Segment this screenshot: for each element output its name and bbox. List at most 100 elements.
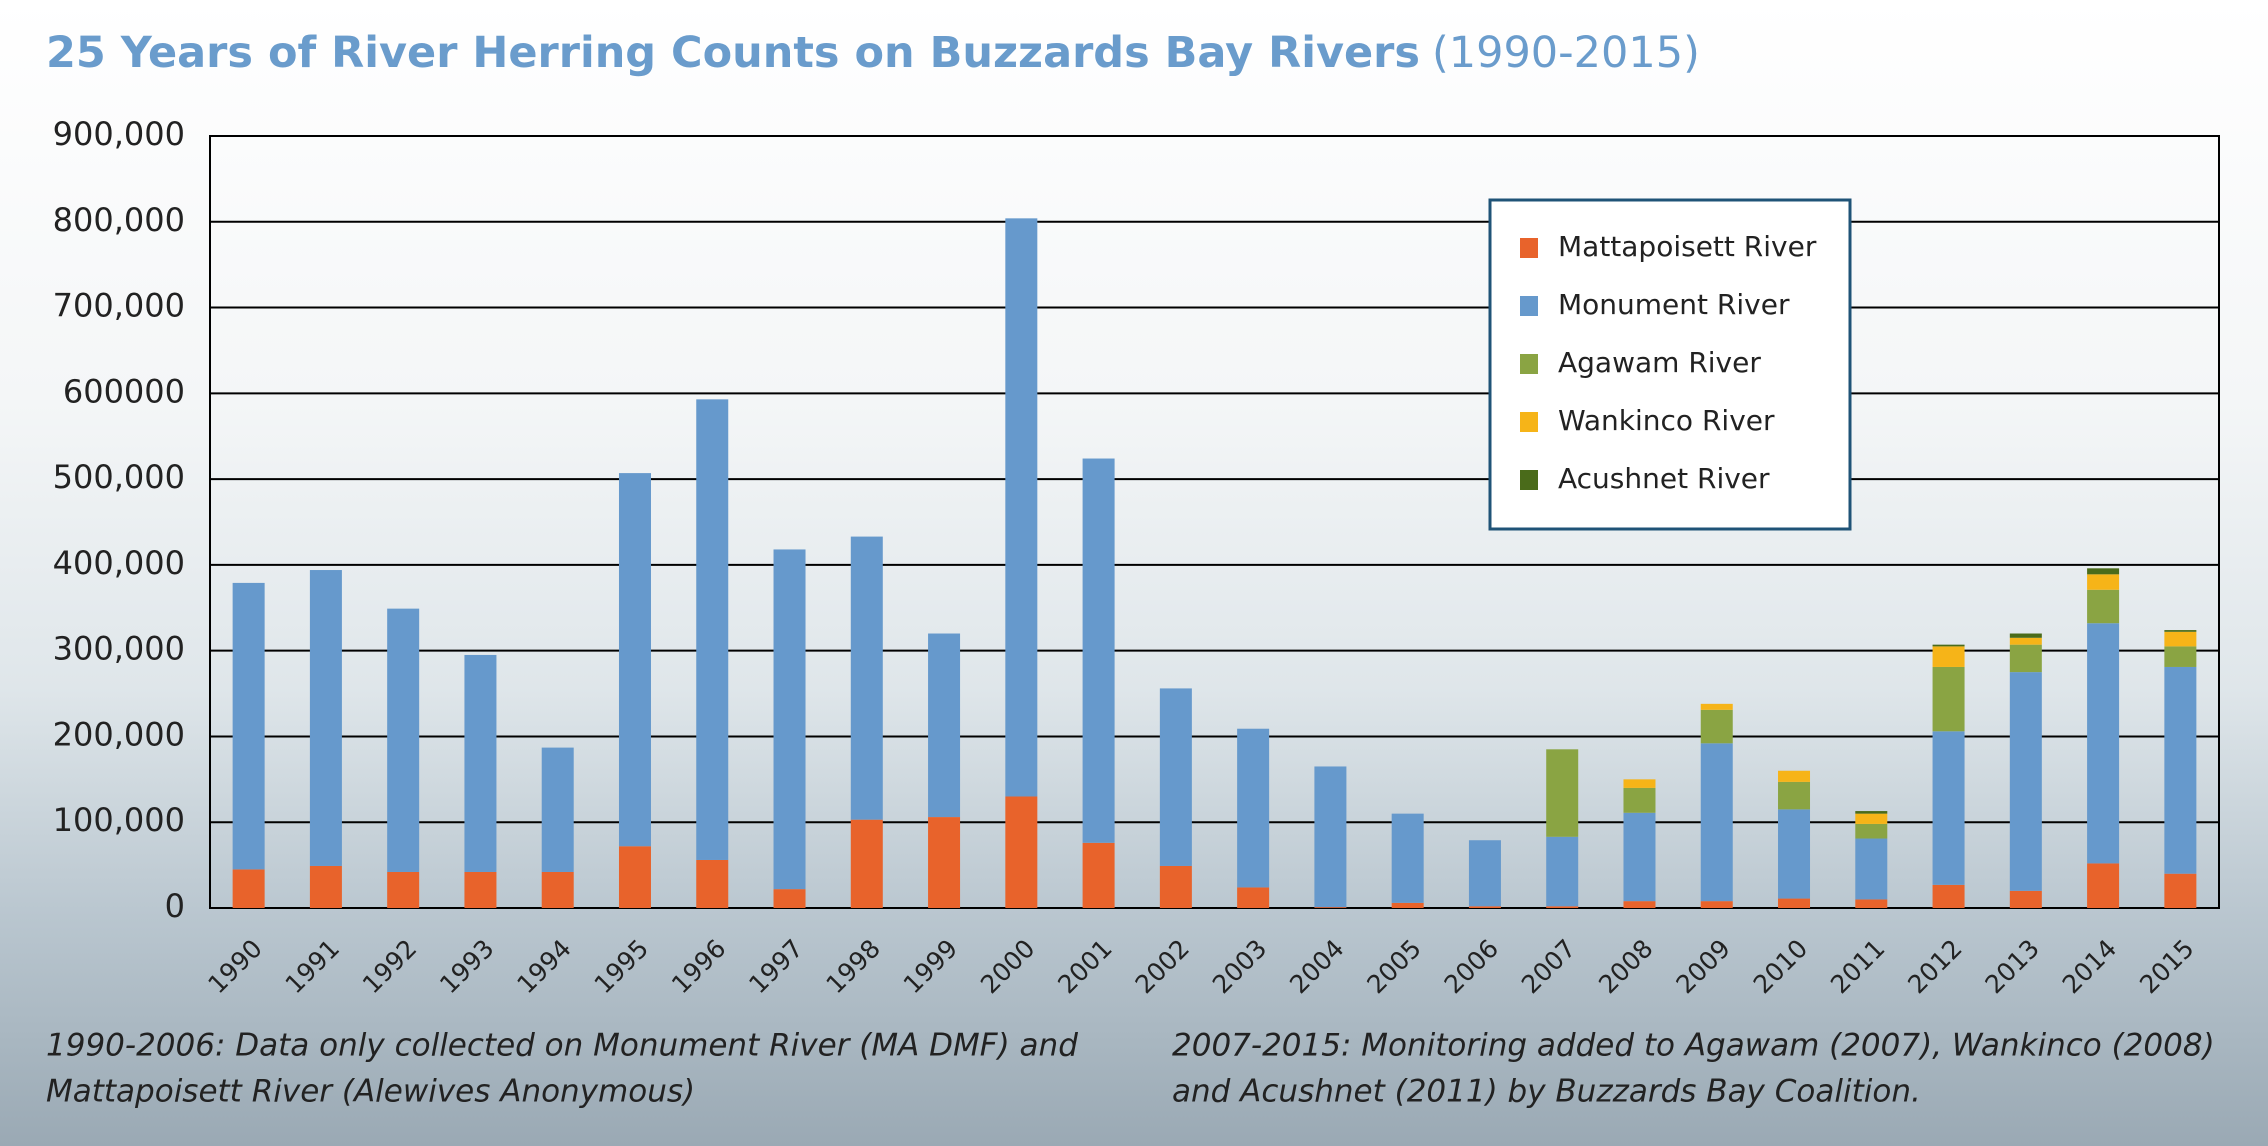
bar-segment xyxy=(2009,890,2042,908)
bar-segment xyxy=(1623,779,1656,788)
footnote: 1990-2006: Data only collected on Monume… xyxy=(46,1028,1078,1064)
legend-box xyxy=(1488,198,1852,531)
bar-segment xyxy=(1855,838,1888,900)
bar-segment xyxy=(1778,770,1811,782)
bar-segment xyxy=(1159,865,1192,908)
bar-segment xyxy=(1700,709,1733,744)
bar-segment xyxy=(2087,589,2120,624)
y-tick-label: 0 xyxy=(165,887,185,925)
bar-segment xyxy=(1700,901,1733,908)
legend-swatch xyxy=(1520,238,1538,258)
chart-title: 25 Years of River Herring Counts on Buzz… xyxy=(46,28,1700,78)
bar-segment xyxy=(2087,863,2120,908)
bar-segment xyxy=(618,846,651,908)
title-main: 25 Years of River Herring Counts on Buzz… xyxy=(46,28,1420,78)
bar-segment xyxy=(1082,842,1115,908)
bar-segment xyxy=(696,399,729,860)
bar-segment xyxy=(1778,781,1811,810)
y-tick-label: 700,000 xyxy=(53,287,185,325)
bar-segment xyxy=(1237,887,1270,908)
legend-swatch xyxy=(1520,296,1538,316)
y-tick-label: 300,000 xyxy=(53,630,185,668)
bar-segment xyxy=(2009,637,2042,645)
bar-segment xyxy=(2164,646,2197,667)
legend-label: Wankinco River xyxy=(1558,404,1775,437)
y-tick-label: 100,000 xyxy=(53,801,185,839)
bar-segment xyxy=(1546,836,1579,907)
bar-segment xyxy=(1546,749,1579,837)
bar-segment xyxy=(2087,574,2120,590)
bar-segment xyxy=(1623,787,1656,813)
bar-segment xyxy=(309,570,342,866)
bar-segment xyxy=(1932,646,1965,667)
bar-segment xyxy=(387,871,420,908)
bar-segment xyxy=(928,817,961,908)
bar-segment xyxy=(232,582,265,870)
bar-segment xyxy=(1778,809,1811,899)
bar-segment xyxy=(2009,644,2042,673)
bar-segment xyxy=(464,654,497,872)
bar-segment xyxy=(1932,666,1965,732)
footnote: and Acushnet (2011) by Buzzards Bay Coal… xyxy=(1172,1074,1921,1110)
bar-segment xyxy=(1546,906,1579,908)
bar-segment xyxy=(1005,796,1038,908)
bar-segment xyxy=(1932,644,1965,647)
bar-segment xyxy=(1855,811,1888,814)
footnote: 2007-2015: Monitoring added to Agawam (2… xyxy=(1172,1028,2215,1064)
bar-segment xyxy=(2087,568,2120,575)
y-tick-label: 600000 xyxy=(63,372,185,410)
bar-segment xyxy=(696,859,729,908)
bar-segment xyxy=(1623,812,1656,902)
bar-segment xyxy=(309,865,342,908)
bar-segment xyxy=(1237,728,1270,888)
bar-segment xyxy=(850,536,883,820)
bar-segment xyxy=(1700,703,1733,710)
bar-segment xyxy=(2164,666,2197,874)
bar-segment xyxy=(541,747,574,872)
bar-segment xyxy=(541,871,574,908)
bar-segment xyxy=(1391,902,1424,908)
bar-segment xyxy=(1932,731,1965,885)
footnote: Mattapoisett River (Alewives Anonymous) xyxy=(46,1074,695,1110)
y-tick-label: 900,000 xyxy=(53,115,185,153)
bar-segment xyxy=(1314,907,1347,908)
bar-segment xyxy=(773,889,806,908)
bar-segment xyxy=(2009,672,2042,891)
y-tick-label: 200,000 xyxy=(53,715,185,753)
bar-segment xyxy=(232,869,265,908)
bar-segment xyxy=(1855,813,1888,824)
y-tick-label: 400,000 xyxy=(53,544,185,582)
bar-segment xyxy=(2164,873,2197,908)
legend-label: Monument River xyxy=(1558,288,1790,321)
bar-segment xyxy=(1468,840,1501,907)
bar-segment xyxy=(1005,218,1038,797)
bar-segment xyxy=(1391,813,1424,903)
bar-segment xyxy=(1932,884,1965,908)
legend-label: Acushnet River xyxy=(1558,462,1770,495)
bar-segment xyxy=(1159,688,1192,866)
legend-label: Agawam River xyxy=(1558,346,1761,379)
legend-swatch xyxy=(1520,412,1538,432)
bar-segment xyxy=(1700,743,1733,902)
bar-segment xyxy=(1855,823,1888,839)
bar-segment xyxy=(1314,766,1347,908)
title-years: (1990-2015) xyxy=(1432,28,1700,78)
y-tick-label: 500,000 xyxy=(53,458,185,496)
bar-segment xyxy=(2009,633,2042,638)
bar-segment xyxy=(2087,623,2120,864)
bar-segment xyxy=(1855,899,1888,908)
legend-label: Mattapoisett River xyxy=(1558,230,1817,263)
bar-segment xyxy=(2164,631,2197,647)
y-tick-label: 800,000 xyxy=(53,201,185,239)
bar-segment xyxy=(2164,630,2197,632)
bar-segment xyxy=(1082,458,1115,843)
bar-segment xyxy=(850,819,883,908)
bar-segment xyxy=(1468,906,1501,908)
bar-segment xyxy=(618,473,651,847)
bar-segment xyxy=(464,871,497,908)
bar-segment xyxy=(1778,898,1811,908)
legend-swatch xyxy=(1520,354,1538,374)
